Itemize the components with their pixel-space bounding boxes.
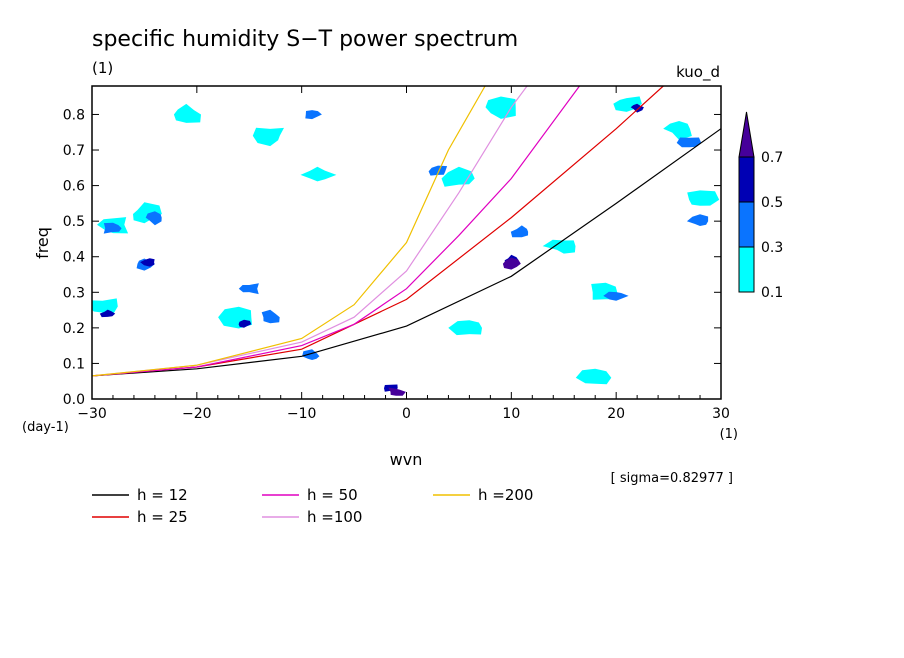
legend-label: h =200	[478, 486, 533, 504]
contour-blob	[663, 121, 692, 140]
contour-blob	[428, 165, 448, 176]
contour-blob	[686, 214, 709, 226]
contour-blob	[502, 257, 521, 270]
series-line	[92, 86, 580, 377]
colorbar-swatch	[738, 201, 755, 248]
contour-blob	[238, 283, 259, 295]
colorbar-label: 0.3	[761, 240, 783, 256]
x-tick-label: 0	[402, 406, 411, 422]
contour-blob	[441, 166, 475, 187]
contour-blob	[687, 190, 720, 206]
legend-label: h = 50	[307, 486, 358, 504]
y-tick-label: 0.0	[63, 392, 85, 408]
y-tick-label: 0.7	[63, 143, 85, 159]
contour-blob	[140, 258, 155, 267]
contour-blob	[261, 309, 280, 324]
y-tick-label: 0.2	[63, 321, 85, 337]
colorbar-extend	[738, 111, 755, 158]
colorbar-swatch	[738, 156, 755, 203]
chart-subtitle-right: kuo_d	[676, 63, 720, 82]
chart-title: specific humidity S−T power spectrum	[92, 27, 518, 52]
y-tick-label: 0.8	[63, 107, 85, 123]
contour-blob	[145, 211, 162, 226]
y-tick-label: 0.5	[63, 214, 85, 230]
contour-blob	[510, 225, 529, 238]
legend-label: h =100	[307, 508, 362, 526]
contour-blob	[238, 319, 252, 328]
y-unit-label: (day-1)	[22, 420, 69, 435]
y-axis-label: freq	[33, 227, 52, 259]
x-axis: −30 −20 −10 0 10 20 30	[77, 86, 730, 422]
y-tick-label: 0.6	[63, 179, 85, 195]
contour-blob	[103, 222, 122, 234]
contour-blob	[676, 137, 702, 148]
colorbar-label: 0.5	[761, 195, 783, 211]
contour-blob	[302, 349, 320, 360]
legend-label: h = 25	[137, 508, 188, 526]
x-tick-label: 30	[712, 406, 730, 422]
colorbar-swatch	[738, 246, 755, 293]
x-tick-label: −10	[287, 406, 317, 422]
x-tick-label: 20	[607, 406, 625, 422]
contour-blob	[448, 320, 482, 336]
contour-blob	[252, 127, 284, 147]
series-line	[92, 128, 721, 377]
contour-blob	[300, 166, 337, 182]
contour-blob	[99, 309, 116, 318]
contour-blob	[133, 202, 162, 224]
x-axis-label: wvn	[390, 450, 423, 469]
dispersion-curves	[92, 86, 721, 377]
y-axis: 0.0 0.1 0.2 0.3 0.4 0.5 0.6 0.7 0.8	[63, 107, 721, 408]
contour-blob	[92, 298, 118, 313]
colorbar-label: 0.1	[761, 285, 783, 301]
x-tick-label: −30	[77, 406, 107, 422]
colorbar-label: 0.7	[761, 150, 783, 166]
contour-blob	[575, 368, 612, 385]
contour-blob	[603, 291, 629, 301]
y-tick-label: 0.4	[63, 250, 85, 266]
legend-label: h = 12	[137, 486, 188, 504]
contour-field	[92, 96, 720, 396]
y-tick-label: 0.1	[63, 356, 85, 372]
y-tick-label: 0.3	[63, 285, 85, 301]
chart-subtitle-left: (1)	[92, 59, 113, 77]
sigma-label: [ sigma=0.82977 ]	[611, 471, 733, 486]
x-unit-label: (1)	[720, 427, 738, 442]
x-tick-label: 10	[502, 406, 520, 422]
series-line	[92, 86, 486, 377]
contour-blob	[173, 103, 201, 123]
contour-blob	[305, 110, 322, 120]
colorbar: 0.7 0.5 0.3 0.1	[738, 111, 783, 301]
contour-blob	[388, 387, 406, 396]
contour-blob	[542, 239, 576, 254]
x-tick-label: −20	[182, 406, 212, 422]
legend: h = 12 h = 25 h = 50 h =100 h =200	[92, 486, 533, 526]
